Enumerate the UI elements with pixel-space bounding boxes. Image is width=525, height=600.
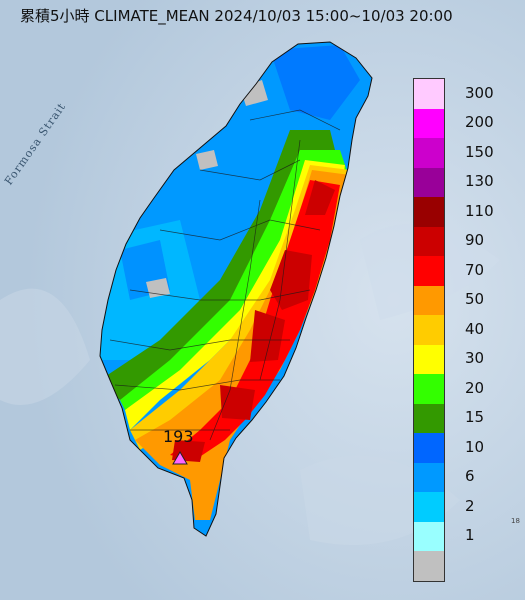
legend-label: 1 xyxy=(465,526,475,545)
legend-swatch xyxy=(414,256,444,286)
cloud-wisp xyxy=(0,288,90,405)
legend-swatch xyxy=(414,285,444,315)
legend-swatch xyxy=(414,521,444,551)
legend-swatch xyxy=(414,79,444,109)
rain-zone-70mm xyxy=(170,180,340,460)
rain-zone-90mm xyxy=(250,310,285,362)
legend-swatch xyxy=(414,108,444,138)
legend-swatch xyxy=(414,403,444,433)
rain-zone-10mm xyxy=(270,45,360,120)
legend-label: 30 xyxy=(465,349,485,368)
map-title: 累積5小時 CLIMATE_MEAN 2024/10/03 15:00~10/0… xyxy=(20,7,453,25)
legend-label: 6 xyxy=(465,467,475,486)
legend-swatch xyxy=(414,551,444,581)
island-outline xyxy=(99,41,373,537)
legend-swatch xyxy=(414,433,444,463)
legend-label: 300 xyxy=(465,83,494,102)
legend-swatch xyxy=(414,167,444,197)
legend-swatch xyxy=(414,315,444,345)
max-station-value: 193 xyxy=(163,427,194,446)
legend-label: 20 xyxy=(465,378,485,397)
legend-label: 130 xyxy=(465,172,494,191)
legend-swatch xyxy=(414,197,444,227)
legend-label: 2 xyxy=(465,496,475,515)
legend-label: 70 xyxy=(465,260,485,279)
legend-label: 10 xyxy=(465,437,485,456)
legend-label: 200 xyxy=(465,113,494,132)
legend-label: 40 xyxy=(465,319,485,338)
legend-swatch xyxy=(414,462,444,492)
county-boundaries xyxy=(109,109,341,441)
legend-swatch xyxy=(414,226,444,256)
edge-label: 18 xyxy=(511,517,520,525)
no-data-patch xyxy=(196,150,218,170)
max-station-marker-icon xyxy=(172,451,188,465)
legend-swatch xyxy=(414,492,444,522)
legend-label: 110 xyxy=(465,201,494,220)
legend-label: 150 xyxy=(465,142,494,161)
legend-swatch xyxy=(414,374,444,404)
rainfall-legend xyxy=(413,78,445,582)
legend-swatch xyxy=(414,344,444,374)
legend-swatch xyxy=(414,138,444,168)
legend-label: 90 xyxy=(465,231,485,250)
rain-zone-90mm xyxy=(305,180,335,215)
legend-label: 50 xyxy=(465,290,485,309)
legend-label: 15 xyxy=(465,408,485,427)
